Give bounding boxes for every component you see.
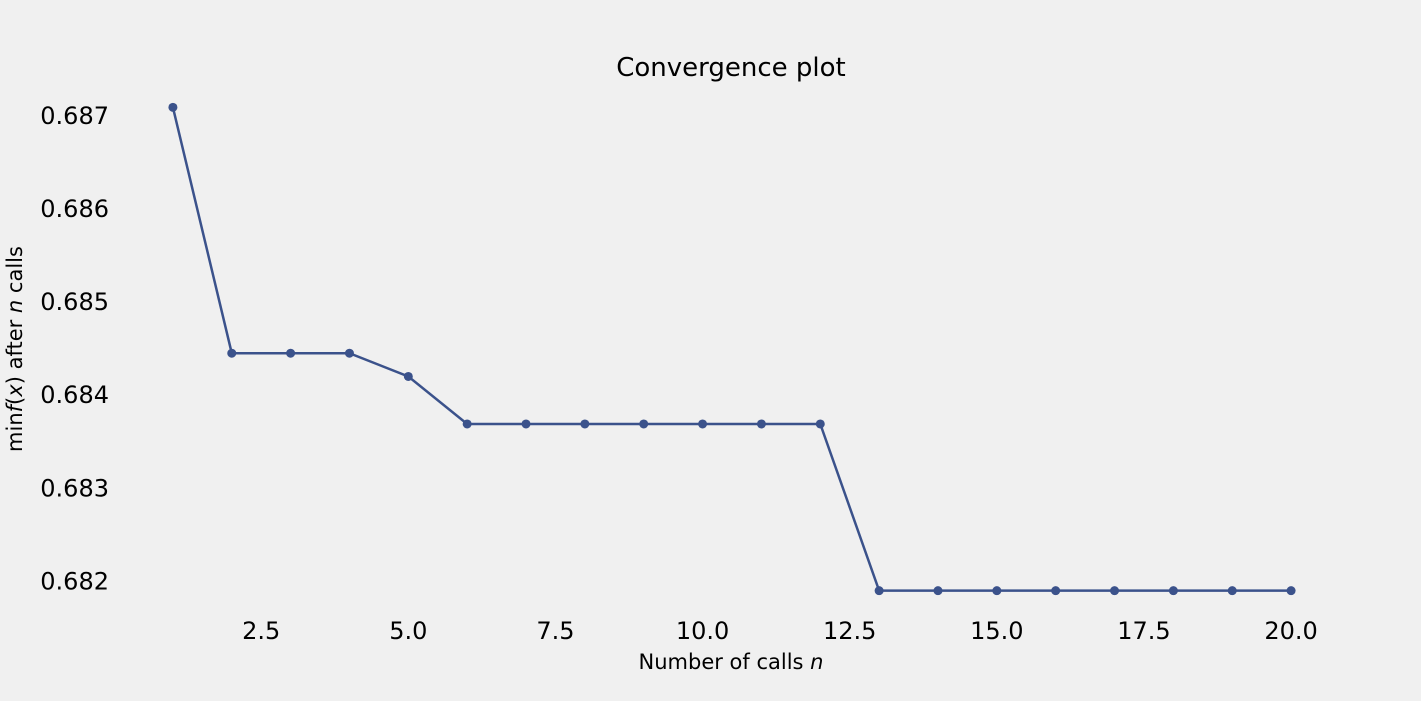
x-tick-label: 20.0 [1264,617,1317,645]
y-tick-label: 0.687 [40,102,109,130]
chart-title: Convergence plot [616,53,846,83]
x-tick-label: 12.5 [823,617,876,645]
data-point [1051,586,1061,596]
y-tick-label: 0.683 [40,474,109,502]
data-point [462,419,472,429]
data-point [874,586,884,596]
ylabel-part: ( [3,397,27,405]
data-point [403,371,413,381]
x-tick-label: 10.0 [676,617,729,645]
x-axis-label: Number of calls n [639,650,824,674]
series-line [171,107,1292,592]
data-point [815,419,825,429]
ylabel-part: min [3,412,27,452]
data-point [1168,586,1178,596]
data-point [1286,586,1296,596]
x-tick-labels: 2.5 5.0 7.5 10.0 12.5 15.0 17.5 20.0 [242,617,1318,645]
x-tick-label: 17.5 [1117,617,1170,645]
data-point [992,586,1002,596]
y-tick-label: 0.685 [40,288,109,316]
ylabel-part: f [3,401,27,412]
x-tick-label: 7.5 [536,617,574,645]
y-axis-label: minf(x) after n calls [3,246,27,452]
data-point [756,419,766,429]
data-point [286,348,296,358]
xlabel-part: n [810,650,823,674]
y-tick-label: 0.686 [40,195,109,223]
data-point [933,586,943,596]
ylabel-part: n [3,300,27,313]
data-point [580,419,590,429]
data-point [168,102,178,112]
y-tick-labels: 0.682 0.683 0.684 0.685 0.686 0.687 [40,102,109,596]
xlabel-part: Number of calls [639,650,811,674]
x-tick-label: 2.5 [242,617,280,645]
ylabel-part: x [3,384,27,398]
ylabel-part: calls [3,246,27,300]
data-point [521,419,531,429]
y-tick-label: 0.682 [40,567,109,595]
data-point [344,348,354,358]
data-point [1110,586,1120,596]
plot-area [168,102,1296,596]
y-tick-label: 0.684 [40,381,109,409]
data-point [1227,586,1237,596]
data-point [698,419,708,429]
data-point [639,419,649,429]
data-point [227,348,237,358]
x-tick-label: 5.0 [389,617,427,645]
ylabel-part: ) after [3,313,27,384]
x-tick-label: 15.0 [970,617,1023,645]
